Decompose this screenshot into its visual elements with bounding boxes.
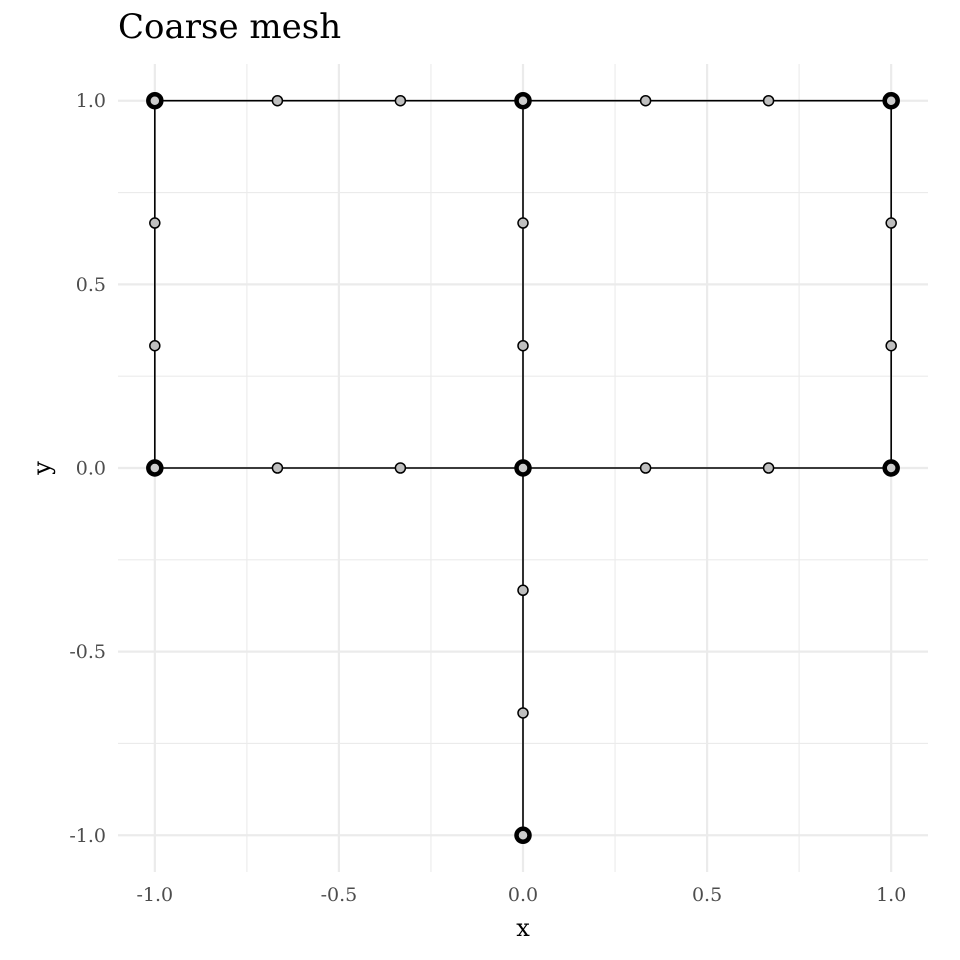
y-tick-label: 1.0	[76, 90, 106, 112]
minor-node	[639, 462, 652, 474]
chart-title: Coarse mesh	[118, 7, 341, 47]
x-axis-title: x	[516, 914, 530, 942]
minor-node	[639, 94, 652, 107]
major-node	[146, 91, 164, 110]
minor-node	[394, 462, 407, 474]
major-node	[514, 459, 532, 477]
minor-node	[517, 584, 529, 597]
mesh-edges	[154, 99, 892, 836]
y-axis-title: y	[28, 461, 56, 476]
major-node	[146, 459, 164, 477]
major-node	[882, 91, 900, 110]
minor-nodes	[149, 94, 897, 719]
major-node	[514, 826, 532, 845]
y-tick-label: 0.5	[76, 274, 106, 296]
minor-node	[271, 462, 284, 474]
major-node	[882, 459, 900, 477]
minor-node	[762, 94, 775, 107]
x-tick-label: -1.0	[136, 884, 173, 906]
minor-node	[885, 339, 897, 352]
minor-node	[149, 217, 161, 229]
major-nodes	[146, 91, 900, 845]
minor-node	[762, 462, 775, 474]
major-node	[514, 91, 532, 110]
minor-node	[517, 339, 529, 352]
x-axis-ticks: -1.0 -0.5 0.0 0.5 1.0	[136, 884, 906, 906]
x-tick-label: -0.5	[321, 884, 358, 906]
x-tick-label: 0.0	[508, 884, 538, 906]
minor-node	[517, 217, 529, 229]
minor-node	[885, 217, 897, 229]
minor-node	[271, 94, 284, 107]
y-tick-label: 0.0	[76, 458, 106, 480]
x-tick-label: 0.5	[692, 884, 722, 906]
y-tick-label: -0.5	[69, 641, 106, 663]
minor-node	[149, 339, 161, 352]
x-tick-label: 1.0	[876, 884, 906, 906]
y-tick-label: -1.0	[69, 825, 106, 847]
minor-node	[517, 707, 529, 719]
minor-node	[394, 94, 407, 107]
y-axis-ticks: -1.0 -0.5 0.0 0.5 1.0	[69, 90, 106, 847]
